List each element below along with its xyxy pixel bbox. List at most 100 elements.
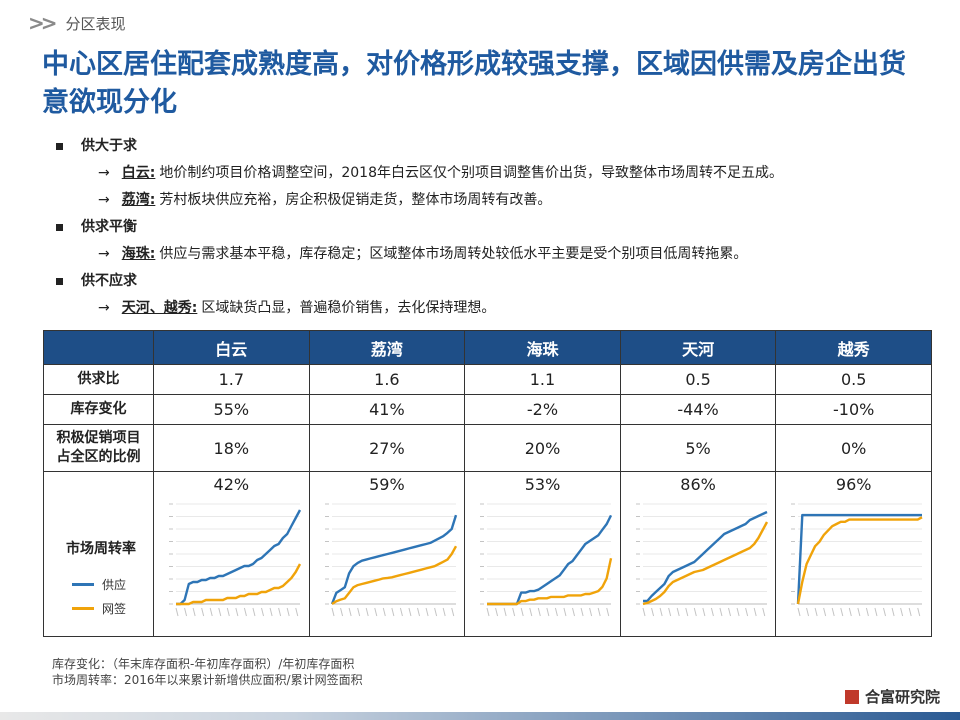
legend-entry: 供应 <box>72 576 126 593</box>
supply-series-line <box>330 514 457 605</box>
x-tick-mark <box>676 607 680 617</box>
supply-series-line <box>642 510 768 603</box>
turnover-chart-cell: 59% <box>308 471 466 637</box>
column-header: 白云 <box>153 330 310 365</box>
brand-logo: 合富研究院 <box>844 686 940 707</box>
table-cell: 1.7 <box>153 364 310 395</box>
square-bullet-icon <box>56 142 63 150</box>
footnote: 市场周转率：2016年以来累计新增供应面积/累计网签面积 <box>52 673 363 687</box>
x-tick-mark <box>719 607 723 617</box>
turnover-chart-cell: 96% <box>775 471 932 637</box>
x-tick-mark <box>348 607 352 617</box>
bullet-sub-item: → 白云: 地价制约项目价格调整空间，2018年白云区仅个别项目调整售价出货，导致整… <box>50 163 930 183</box>
legend-label: 网签 <box>102 602 127 616</box>
x-tick-mark <box>762 607 765 617</box>
x-tick-mark <box>814 607 818 617</box>
x-tick-mark <box>685 607 689 617</box>
x-tick-mark <box>218 607 222 617</box>
table-cell: 41% <box>308 394 466 425</box>
x-tick-mark <box>874 607 878 617</box>
x-tick-mark <box>331 607 335 617</box>
x-tick-mark <box>175 607 179 617</box>
x-tick-mark <box>572 607 576 617</box>
right-arrow-icon: → <box>98 246 110 262</box>
table-cell: -10% <box>775 394 932 425</box>
signed-series-line <box>330 545 457 606</box>
x-tick-mark <box>529 607 533 617</box>
x-tick-mark <box>797 607 801 617</box>
table-cell: 20% <box>464 424 621 472</box>
turnover-line-chart <box>169 503 302 617</box>
legend-swatch <box>72 583 94 586</box>
x-tick-mark <box>416 607 420 617</box>
legend-entry: 网签 <box>72 600 126 617</box>
x-tick-mark <box>883 607 887 617</box>
bullet-heading-text: 供大于求 <box>81 138 137 154</box>
x-tick-mark <box>917 607 921 617</box>
x-tick-mark <box>667 607 671 617</box>
x-tick-mark <box>857 607 861 617</box>
double-chevron-icon: >> <box>28 11 57 35</box>
table-cell: 27% <box>308 424 466 472</box>
x-tick-mark <box>486 607 490 617</box>
column-header: 天河 <box>619 330 777 365</box>
x-tick-mark <box>512 607 516 617</box>
signed-series-line <box>797 516 923 605</box>
table-cell: 0% <box>775 424 932 472</box>
turnover-line-chart <box>635 503 768 617</box>
bottom-decor-bar <box>0 712 960 720</box>
table-row: 积极促销项目占全区的比例 18% 27% 20% 5% 0% <box>43 424 932 472</box>
square-bullet-icon <box>56 277 63 285</box>
x-tick-mark <box>823 607 827 617</box>
x-tick-mark <box>408 607 412 617</box>
table-cell: 55% <box>153 394 310 425</box>
x-tick-mark <box>365 607 369 617</box>
x-tick-mark <box>693 607 697 617</box>
x-tick-mark <box>425 607 429 617</box>
x-tick-mark <box>744 607 748 617</box>
x-tick-mark <box>226 607 230 617</box>
bullet-sub-item: → 海珠: 供应与需求基本平稳，库存稳定；区域整体市场周转处较低水平主要是受个别项目… <box>50 244 930 264</box>
turnover-rate: 59% <box>369 475 405 494</box>
x-tick-mark <box>546 607 550 617</box>
table-cell: 5% <box>619 424 777 472</box>
x-tick-mark <box>866 607 870 617</box>
bullet-sub-item: → 天河、越秀: 区域缺货凸显，普遍稳价销售，去化保持理想。 <box>50 298 930 318</box>
x-tick-mark <box>710 607 714 617</box>
x-tick-mark <box>900 607 904 617</box>
signed-series-line <box>642 521 768 606</box>
table-cell: 0.5 <box>775 364 932 395</box>
signed-series-line <box>487 558 613 606</box>
section-label: 分区表现 <box>65 14 126 33</box>
table-cell: 18% <box>153 424 310 472</box>
table-row: 供求比 1.7 1.6 1.1 0.5 0.5 <box>43 364 932 395</box>
x-tick-mark <box>390 607 394 617</box>
x-tick-mark <box>589 607 593 617</box>
x-tick-mark <box>495 607 499 617</box>
bullet-heading-text: 供不应求 <box>81 273 137 289</box>
x-tick-mark <box>503 607 507 617</box>
x-tick-mark <box>356 607 360 617</box>
footnotes: 库存变化：（年末库存面积-年初库存面积）/年初库存面积 市场周转率：2016年以… <box>52 656 363 688</box>
x-tick-mark <box>286 607 290 617</box>
right-arrow-icon: → <box>98 192 110 208</box>
supply-series-line <box>176 509 302 606</box>
page-title: 中心区居住配套成熟度高，对价格形成较强支撑，区域因供需及房企出货意欲现分化 <box>42 49 906 118</box>
legend-label: 供应 <box>102 578 127 592</box>
bullet-heading: 供不应求 <box>50 271 930 291</box>
district-key: 白云: <box>121 165 156 181</box>
x-tick-mark <box>597 607 601 617</box>
x-tick-mark <box>450 607 454 617</box>
x-tick-mark <box>261 607 265 617</box>
district-key: 天河、越秀: <box>121 300 198 316</box>
turnover-row: 市场周转率 供应 网签 42% 59% 53% 86% 96% <box>43 471 932 637</box>
row-label: 库存变化 <box>43 394 154 425</box>
logo-text: 合富研究院 <box>864 688 940 706</box>
column-header: 荔湾 <box>308 330 466 365</box>
x-tick-mark <box>209 607 213 617</box>
district-key: 荔湾: <box>121 192 156 208</box>
x-tick-mark <box>555 607 559 617</box>
table-header-row: 白云 荔湾 海珠 天河 越秀 <box>43 330 932 365</box>
table-cell: -2% <box>464 394 621 425</box>
x-tick-mark <box>563 607 567 617</box>
